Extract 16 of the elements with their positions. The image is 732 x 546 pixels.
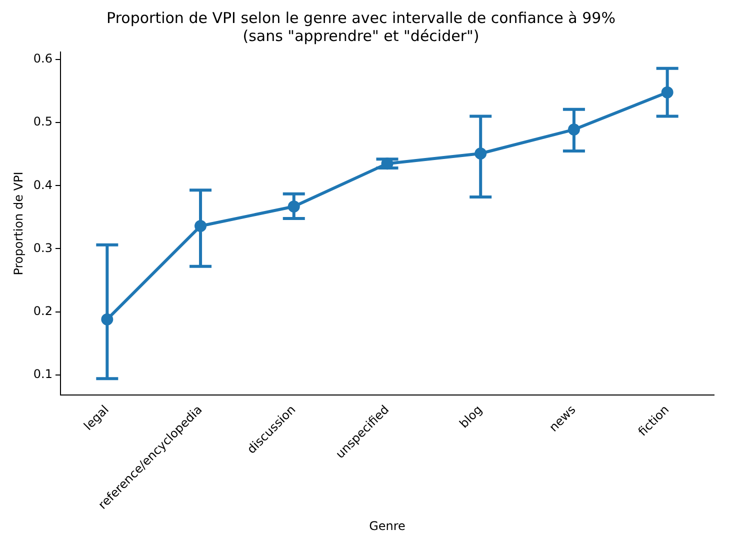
point (381, 158, 394, 170)
point (288, 200, 300, 212)
point (194, 220, 207, 232)
y-tick-label: 0.3 (33, 240, 52, 255)
y-tick-label: 0.4 (33, 178, 52, 192)
point (101, 313, 114, 326)
y-axis-title: Proportion de VPI (11, 172, 26, 276)
point (661, 86, 674, 98)
x-axis-title: Genre (369, 518, 406, 533)
y-tick-label: 0.2 (33, 304, 52, 318)
chart-title: Proportion de VPI selon le genre avec intervalle de confiance à 99% (sans "apprendre" et "décider") (106, 8, 616, 45)
y-tick-label: 0.1 (33, 366, 52, 381)
y-tick-label: 0.5 (33, 114, 52, 129)
y-tick-label: 0.6 (33, 52, 52, 66)
point (474, 148, 487, 160)
point (568, 124, 580, 136)
